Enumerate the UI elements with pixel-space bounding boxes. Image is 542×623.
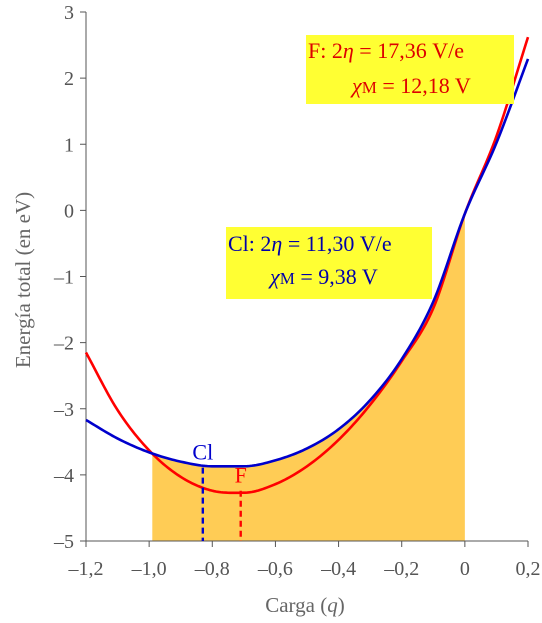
cl-box-background: [226, 227, 432, 299]
y-tick-label: –5: [53, 531, 74, 553]
y-tick-label: –3: [53, 399, 74, 421]
y-tick-label: 1: [64, 134, 74, 156]
x-tick-label: –0,8: [194, 558, 230, 580]
cl-box-hardness-value: = 11,30 V/e: [282, 231, 391, 256]
shaded-region-layer: [152, 213, 465, 541]
y-ticks: –5 –4 –3 –2 –1 0 1 2 3: [53, 2, 86, 553]
f-box-line2: χM = 12,18 V: [350, 73, 471, 98]
cl-parameter-box: Cl: 2η = 11,30 V/e χM = 9,38 V: [226, 227, 432, 299]
f-box-line1-prefix: F: 2: [308, 38, 343, 63]
y-tick-label: –4: [53, 465, 74, 487]
minimum-label-f: F: [235, 463, 247, 488]
f-parameter-box: F: 2η = 17,36 V/e χM = 12,18 V: [306, 35, 514, 104]
x-tick-label: –0,2: [383, 558, 419, 580]
f-box-electronegativity-value: = 12,18 V: [377, 73, 471, 98]
x-tick-label: –1,2: [68, 558, 104, 580]
series-layer: [84, 36, 530, 495]
y-axis-title: Energía total (en eV): [11, 192, 35, 368]
x-tick-label: 0: [460, 558, 470, 580]
cl-box-chi-sub: M: [280, 269, 295, 288]
x-axis-title-prefix: Carga (: [265, 593, 327, 617]
x-axis-title-var: q: [327, 593, 338, 617]
cl-box-eta: η: [271, 231, 282, 256]
cl-box-line1: Cl: 2η = 11,30 V/e: [228, 231, 392, 256]
f-box-chi: χ: [350, 73, 363, 98]
shaded-area: [152, 213, 465, 541]
x-tick-label: –0,6: [257, 558, 293, 580]
f-box-background: [306, 35, 514, 104]
f-box-eta: η: [343, 38, 354, 63]
cl-box-line2: χM = 9,38 V: [268, 264, 378, 289]
cl-box-chi: χ: [268, 264, 281, 289]
minima-layer: Cl F: [192, 440, 247, 541]
f-box-chi-sub: M: [362, 78, 377, 97]
x-tick-label: 0,2: [516, 558, 541, 580]
cl-box-line1-prefix: Cl: 2: [228, 231, 271, 256]
x-ticks: –1,2 –1,0 –0,8 –0,6 –0,4 –0,2 0 0,2: [68, 541, 541, 580]
y-tick-label: –1: [53, 267, 74, 289]
series-line-cl: [85, 58, 530, 468]
x-axis-title-suffix: ): [338, 593, 345, 617]
y-tick-label: 3: [64, 2, 74, 24]
x-axis-title: Carga (q): [265, 593, 345, 617]
f-box-line1: F: 2η = 17,36 V/e: [308, 38, 464, 63]
f-box-hardness-value: = 17,36 V/e: [354, 38, 464, 63]
cl-box-electronegativity-value: = 9,38 V: [295, 264, 378, 289]
minimum-label-cl: Cl: [192, 440, 213, 465]
y-tick-label: –2: [53, 333, 74, 355]
x-tick-label: –0,4: [320, 558, 356, 580]
y-tick-label: 0: [64, 200, 74, 222]
y-tick-label: 2: [64, 68, 74, 90]
x-tick-label: –1,0: [131, 558, 167, 580]
